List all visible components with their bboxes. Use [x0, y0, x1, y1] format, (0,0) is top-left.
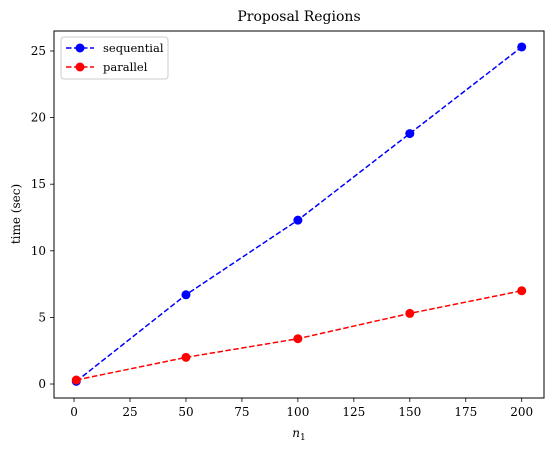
y-axis: 0 5 10 15 20 25	[31, 44, 54, 391]
y-axis-label: time (sec)	[9, 184, 23, 244]
data-point-parallel	[293, 334, 303, 344]
x-tick-label: 0	[70, 405, 78, 419]
x-tick-label: 150	[398, 405, 421, 419]
chart-title: Proposal Regions	[237, 9, 360, 25]
legend-marker-sequential	[75, 43, 85, 53]
x-tick-label: 200	[510, 405, 533, 419]
x-tick-label: 100	[286, 405, 309, 419]
data-point-parallel	[517, 286, 527, 296]
x-axis-label-subscript: 1	[300, 433, 306, 443]
x-axis-label: n1	[292, 426, 305, 443]
data-point-sequential	[293, 215, 303, 225]
x-tick-label: 25	[122, 405, 137, 419]
legend-marker-parallel	[75, 62, 85, 72]
y-tick-label: 10	[31, 244, 46, 258]
x-axis: 0 25 50 75 100 125 150 175 200	[70, 398, 533, 419]
data-point-parallel	[181, 352, 191, 362]
x-axis-label-main: n	[292, 426, 300, 440]
data-point-sequential	[181, 290, 191, 300]
legend-label-sequential: sequential	[103, 41, 164, 55]
data-point-parallel	[71, 375, 81, 385]
legend-box	[60, 36, 169, 80]
y-tick-label: 20	[31, 111, 46, 125]
x-tick-label: 50	[178, 405, 193, 419]
y-tick-label: 15	[31, 177, 46, 191]
y-tick-label: 0	[38, 377, 46, 391]
plot-area	[71, 42, 527, 386]
legend-label-parallel: parallel	[103, 60, 148, 74]
data-point-sequential	[517, 42, 527, 52]
legend: sequential parallel	[60, 36, 169, 80]
y-tick-label: 25	[31, 44, 46, 58]
axes-frame	[53, 30, 545, 399]
data-point-parallel	[405, 308, 415, 318]
x-tick-label: 75	[234, 405, 249, 419]
series-line-sequential	[75, 46, 523, 382]
x-tick-label: 175	[454, 405, 477, 419]
y-tick-label: 5	[38, 310, 46, 324]
data-point-sequential	[405, 129, 415, 139]
x-tick-label: 125	[342, 405, 365, 419]
